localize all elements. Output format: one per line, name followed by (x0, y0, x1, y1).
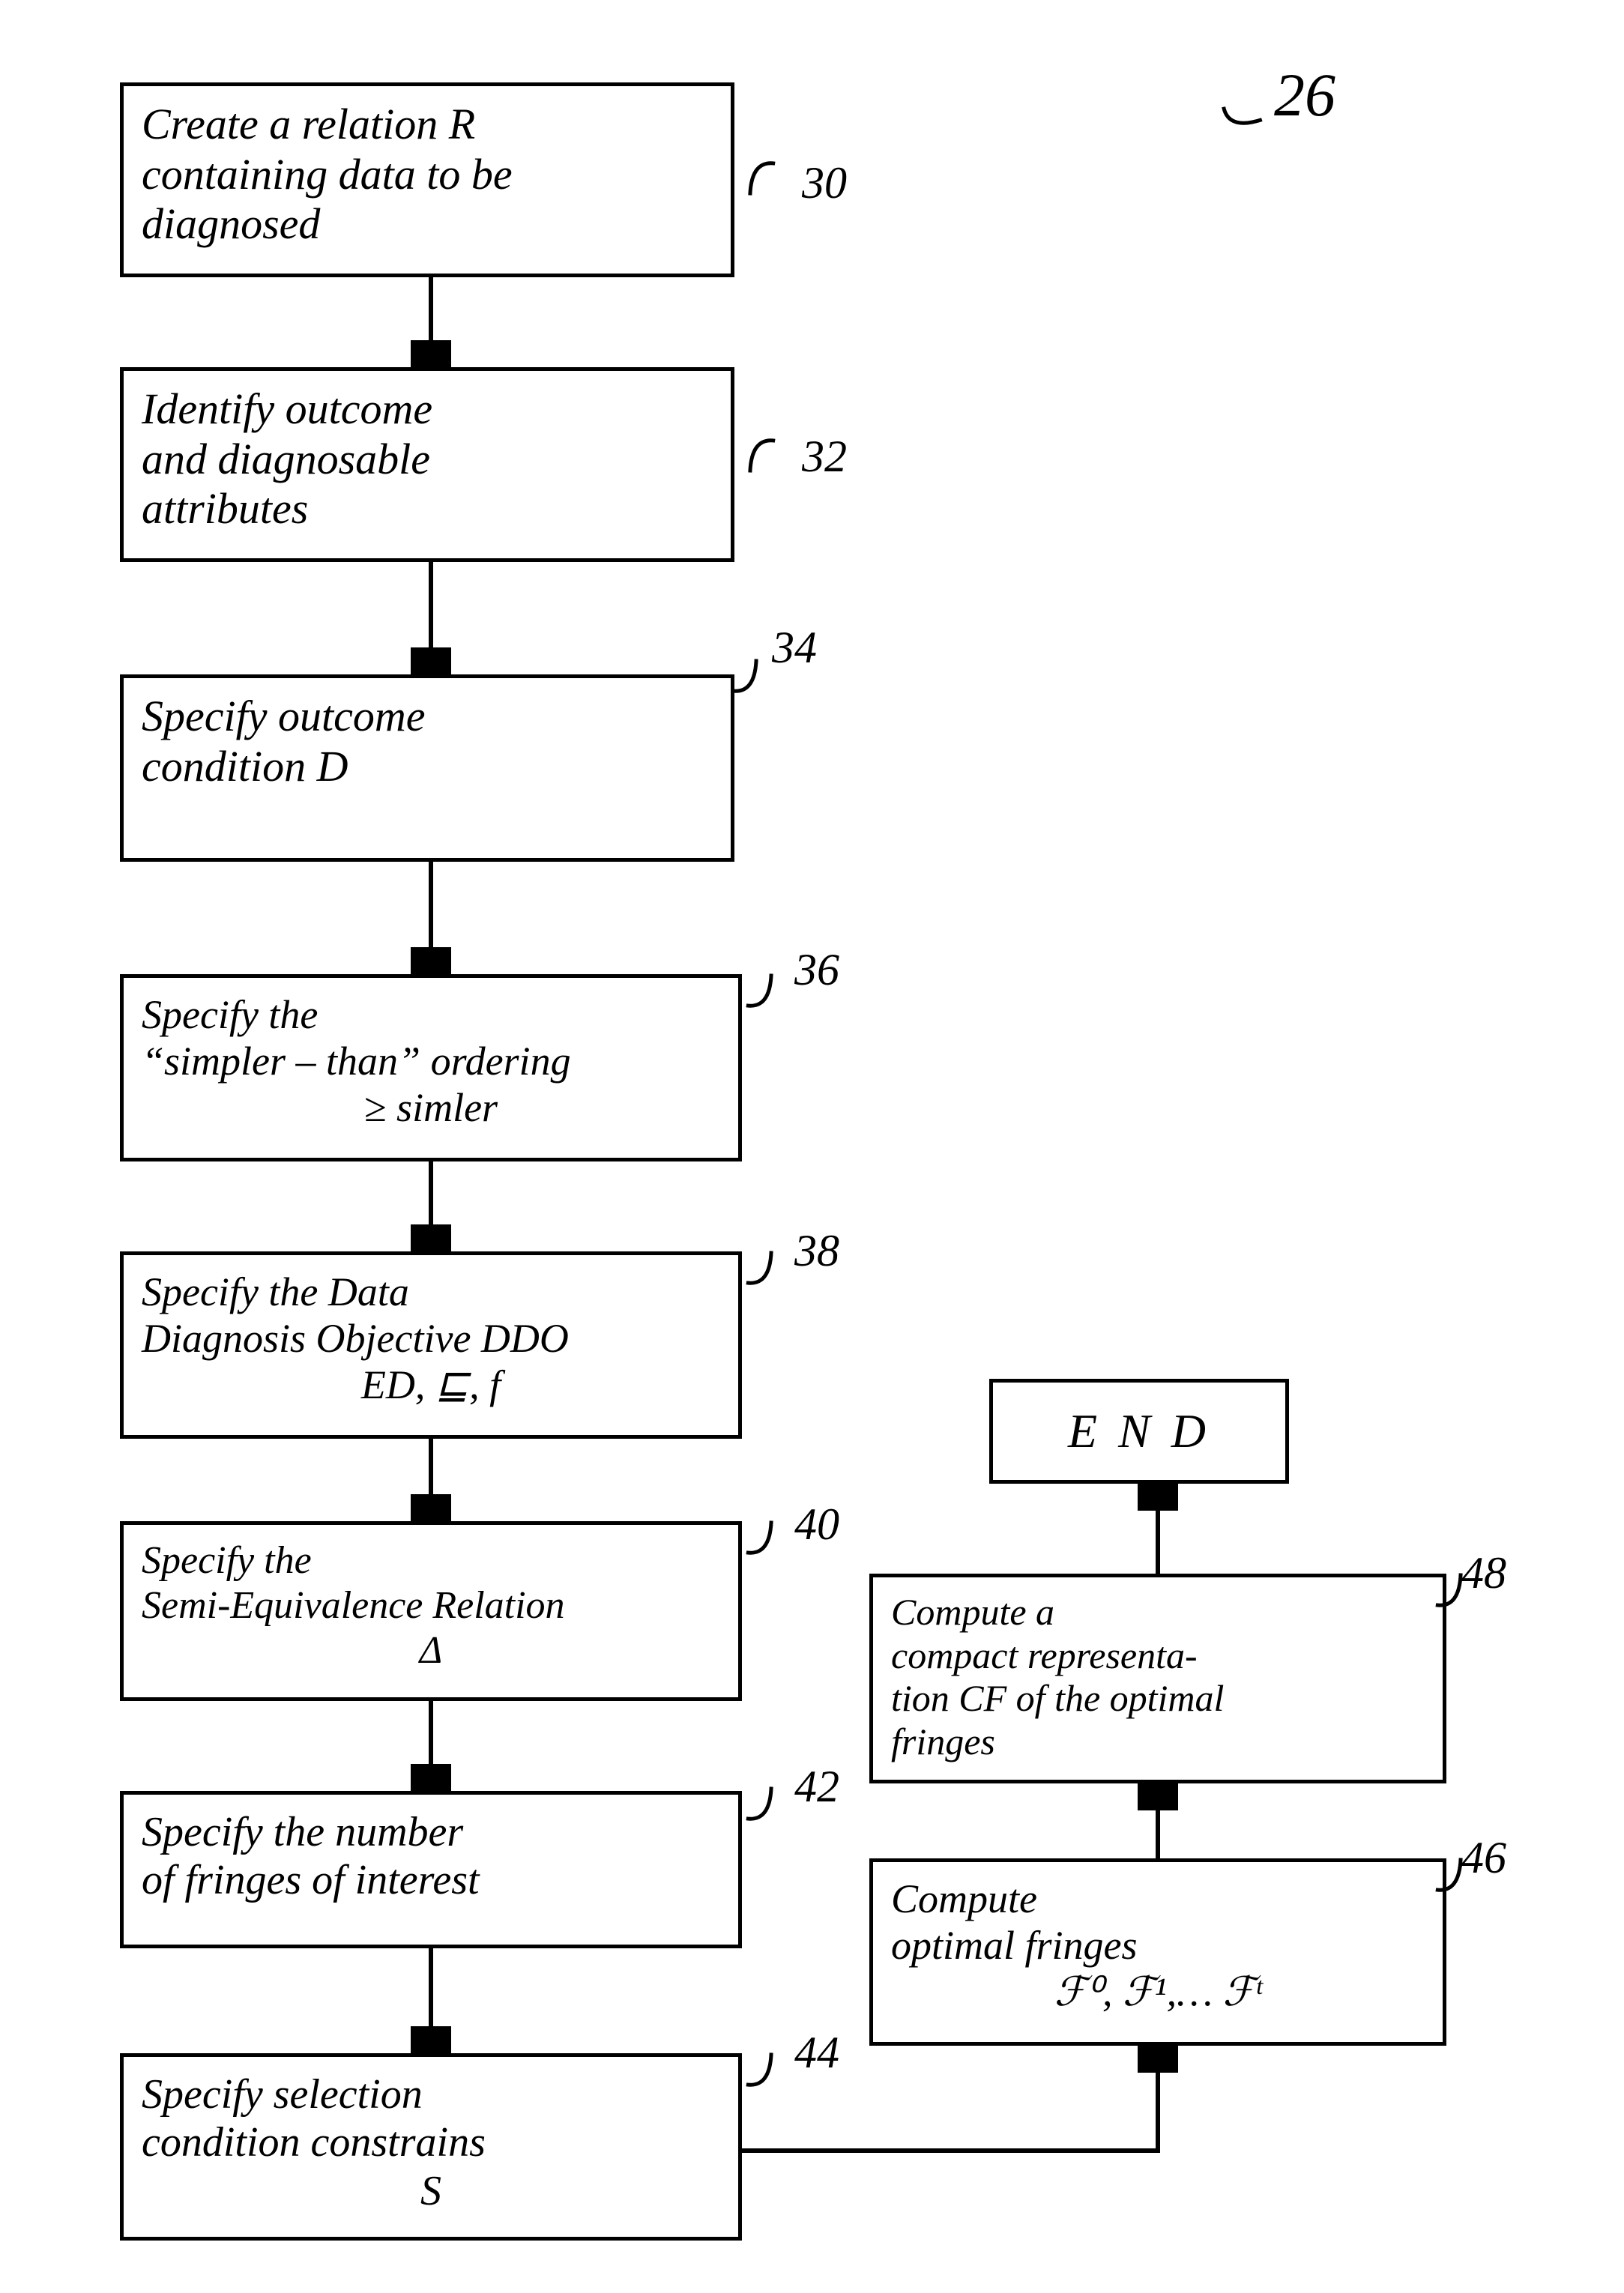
ref-tick-44 (734, 2046, 787, 2098)
box-text-line: Specify outcome (142, 692, 713, 742)
process-box-40: Specify theSemi-Equivalence RelationΔ (120, 1521, 742, 1701)
ref-label-42: 42 (794, 1761, 839, 1813)
ref-label-36: 36 (794, 944, 839, 996)
box-text-line: Semi-Equivalence Relation (142, 1583, 720, 1628)
box-text-line: of fringes of interest (142, 1856, 720, 1904)
process-box-42: Specify the numberof fringes of interest (120, 1791, 742, 1948)
ref-label-44: 44 (794, 2027, 839, 2079)
ref-tick-40 (734, 1514, 787, 1566)
box-text-line: Specify the Data (142, 1269, 720, 1315)
box-text-line: S (142, 2167, 720, 2215)
ref-tick-38 (734, 1244, 787, 1296)
process-box-38: Specify the DataDiagnosis Objective DDOE… (120, 1251, 742, 1439)
figure-ref-label: 26 (1274, 60, 1335, 130)
box-text-line: ℱ⁰, ℱ¹,… ℱᵗ (891, 1969, 1425, 2015)
box-text-line: condition D (142, 742, 713, 792)
box-text-line: containing data to be (142, 150, 713, 200)
process-box-48: Compute acompact representa-tion CF of t… (869, 1574, 1446, 1783)
box-text-line: and diagnosable (142, 435, 713, 485)
ref-tick-42 (734, 1780, 787, 1832)
ref-tick-26 (1214, 90, 1267, 142)
ref-tick-36 (734, 967, 787, 1019)
ref-tick-32 (734, 427, 787, 480)
box-text-line: condition constrains (142, 2118, 720, 2166)
ref-label-48: 48 (1461, 1547, 1506, 1599)
box-text-line: diagnosed (142, 199, 713, 250)
ref-label-46: 46 (1461, 1832, 1506, 1884)
ref-label-34: 34 (772, 622, 817, 674)
flowchart-canvas: 26 Create a relation Rcontaining data to… (0, 0, 1624, 2293)
box-text-line: Compute a (891, 1591, 1425, 1634)
box-text-line: fringes (891, 1720, 1425, 1764)
box-text-line: optimal fringes (891, 1922, 1425, 1969)
ref-label-30: 30 (802, 157, 847, 209)
box-text-line: Specify the number (142, 1808, 720, 1856)
box-text-line: Specify selection (142, 2070, 720, 2118)
ref-label-32: 32 (802, 431, 847, 483)
box-text-line: “simpler – than” ordering (142, 1038, 720, 1084)
process-box-32: Identify outcomeand diagnosableattribute… (120, 367, 734, 562)
process-box-36: Specify the“simpler – than” ordering≥ si… (120, 974, 742, 1161)
box-text-line: ≥ simler (142, 1084, 720, 1131)
ref-tick-30 (734, 150, 787, 202)
box-text-line: Diagnosis Objective DDO (142, 1315, 720, 1362)
box-text-line: Specify the (142, 1538, 720, 1583)
box-text-line: compact representa- (891, 1634, 1425, 1678)
box-text-line: Δ (142, 1628, 720, 1673)
box-text-line: attributes (142, 484, 713, 534)
ref-label-40: 40 (794, 1499, 839, 1550)
process-box-44: Specify selectioncondition constrainsS (120, 2053, 742, 2241)
box-text-line: Create a relation R (142, 100, 713, 150)
process-box-30: Create a relation Rcontaining data to be… (120, 82, 734, 277)
box-text-line: ED, ⊑, f (142, 1362, 720, 1408)
ref-label-38: 38 (794, 1225, 839, 1277)
process-box-34: Specify outcomecondition D (120, 674, 734, 862)
box-text-line: Identify outcome (142, 384, 713, 435)
box-text-line: Specify the (142, 991, 720, 1038)
end-box: E N D (989, 1379, 1289, 1484)
box-text-line: tion CF of the optimal (891, 1677, 1425, 1720)
box-text-line: Compute (891, 1876, 1425, 1922)
process-box-46: Computeoptimal fringesℱ⁰, ℱ¹,… ℱᵗ (869, 1858, 1446, 2046)
end-label: E N D (1068, 1404, 1210, 1459)
